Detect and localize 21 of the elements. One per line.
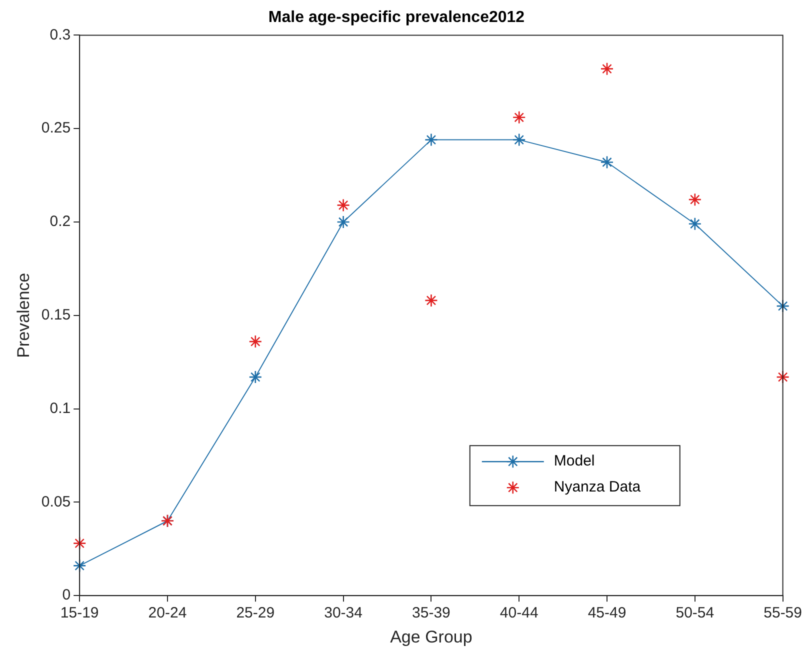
legend-label: Nyanza Data (554, 478, 642, 496)
x-tick-label: 35-39 (412, 604, 450, 622)
x-tick-label: 20-24 (148, 604, 187, 622)
y-tick-label: 0.25 (41, 120, 71, 137)
y-tick-label: 0 (62, 586, 71, 604)
x-tick-label: 25-29 (236, 604, 275, 622)
x-axis-title: Age Group (390, 627, 472, 646)
x-tick-label: 30-34 (324, 604, 362, 622)
x-tick-label: 55-59 (764, 604, 802, 622)
y-tick-label: 0.1 (50, 400, 71, 417)
x-tick-label: 50-54 (676, 604, 714, 622)
chart-title: Male age-specific prevalence2012 (268, 9, 525, 26)
y-tick-label: 0.15 (41, 306, 71, 324)
x-tick-label: 45-49 (588, 604, 626, 622)
x-tick-label: 15-19 (60, 604, 99, 622)
legend-label: Model (554, 452, 595, 470)
y-tick-label: 0.3 (50, 26, 71, 44)
x-tick-label: 40-44 (500, 604, 538, 622)
y-axis-title: Prevalence (14, 272, 33, 358)
y-tick-label: 0.2 (50, 213, 71, 230)
y-tick-label: 0.05 (41, 493, 71, 510)
